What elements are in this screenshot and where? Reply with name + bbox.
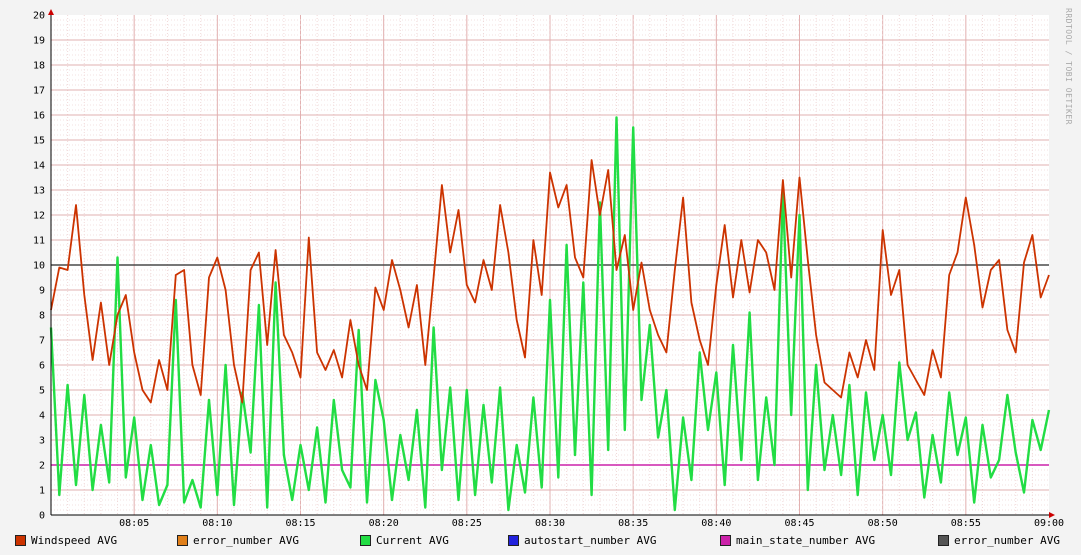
x-tick-label: 08:35 bbox=[618, 518, 648, 529]
y-tick-label: 1 bbox=[39, 486, 45, 497]
y-tick-label: 16 bbox=[33, 111, 45, 122]
watermark: RRDTOOL / TOBI OETIKER bbox=[1064, 8, 1073, 125]
y-tick-label: 8 bbox=[39, 311, 45, 322]
x-tick-label: 09:00 bbox=[1034, 518, 1064, 529]
x-tick-label: 08:55 bbox=[951, 518, 981, 529]
y-tick-label: 2 bbox=[39, 461, 45, 472]
legend-item: Windspeed AVG bbox=[15, 534, 117, 547]
y-tick-label: 4 bbox=[39, 411, 45, 422]
x-tick-label: 08:30 bbox=[535, 518, 565, 529]
legend-label: autostart_number AVG bbox=[524, 534, 657, 547]
legend-swatch bbox=[15, 535, 26, 546]
y-tick-label: 19 bbox=[33, 36, 45, 47]
legend-label: Current AVG bbox=[376, 534, 449, 547]
y-tick-label: 17 bbox=[33, 86, 45, 97]
y-tick-label: 18 bbox=[33, 61, 45, 72]
legend-item: Current AVG bbox=[360, 534, 449, 547]
x-tick-label: 08:10 bbox=[202, 518, 232, 529]
y-tick-label: 9 bbox=[39, 286, 45, 297]
legend-label: main_state_number AVG bbox=[736, 534, 876, 547]
y-tick-label: 3 bbox=[39, 436, 45, 447]
legend-item: error_number AVG bbox=[938, 534, 1060, 547]
legend-swatch bbox=[720, 535, 731, 546]
x-tick-labels: 08:05 08:10 08:15 08:20 08:25 08:30 08:35 08:40… bbox=[119, 518, 1064, 529]
legend-item: error_number AVG bbox=[177, 534, 299, 547]
legend: Windspeed AVG error_number AVG Current AVG… bbox=[0, 531, 1081, 551]
legend-item: main_state_number AVG bbox=[720, 534, 875, 547]
y-tick-label: 0 bbox=[39, 511, 45, 522]
y-tick-label: 12 bbox=[33, 211, 45, 222]
legend-item: autostart_number AVG bbox=[508, 534, 656, 547]
x-tick-label: 08:45 bbox=[784, 518, 814, 529]
horizontal-rules bbox=[51, 264, 1049, 466]
series-line bbox=[49, 116, 1051, 512]
x-tick-label: 08:05 bbox=[119, 518, 149, 529]
legend-label: error_number AVG bbox=[954, 534, 1060, 547]
y-tick-label: 20 bbox=[33, 11, 45, 22]
y-axis-arrow bbox=[48, 9, 54, 15]
x-tick-label: 08:25 bbox=[452, 518, 482, 529]
legend-label: Windspeed AVG bbox=[31, 534, 118, 547]
legend-swatch bbox=[508, 535, 519, 546]
y-tick-label: 7 bbox=[39, 336, 45, 347]
legend-swatch bbox=[177, 535, 188, 546]
x-tick-label: 08:40 bbox=[701, 518, 731, 529]
legend-swatch bbox=[360, 535, 371, 546]
legend-label: error_number AVG bbox=[193, 534, 299, 547]
y-tick-label: 6 bbox=[39, 361, 45, 372]
x-tick-label: 08:20 bbox=[369, 518, 399, 529]
x-axis-arrow bbox=[1049, 512, 1055, 518]
x-tick-label: 08:50 bbox=[868, 518, 898, 529]
series-line bbox=[50, 159, 1050, 404]
y-tick-label: 14 bbox=[33, 161, 45, 172]
y-tick-label: 5 bbox=[39, 386, 45, 397]
y-tick-label: 15 bbox=[33, 136, 45, 147]
axes bbox=[48, 9, 1055, 518]
series-lines bbox=[49, 116, 1051, 512]
y-tick-label: 11 bbox=[33, 236, 45, 247]
y-tick-label: 10 bbox=[33, 261, 45, 272]
legend-swatch bbox=[938, 535, 949, 546]
y-tick-label: 13 bbox=[33, 186, 45, 197]
x-tick-label: 08:15 bbox=[285, 518, 315, 529]
